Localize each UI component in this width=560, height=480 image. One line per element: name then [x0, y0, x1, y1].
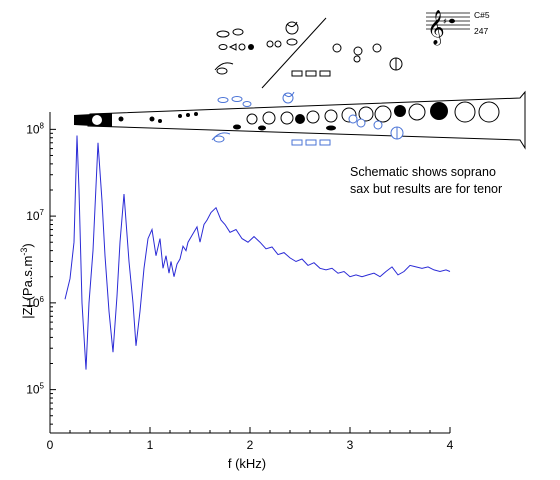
x-tick-label: 2 [247, 438, 254, 452]
tick-labels: 0 1 2 3 4 105 106 107 108 [26, 121, 453, 452]
x-tick-label: 4 [447, 438, 454, 452]
x-tick-label: 3 [347, 438, 354, 452]
y-tick-label: 107 [26, 208, 44, 223]
x-axis-title: f (kHz) [228, 456, 266, 471]
svg-text:♯: ♯ [443, 17, 447, 26]
series-line-impedance [64, 135, 451, 370]
svg-text:𝄞: 𝄞 [427, 10, 445, 46]
y-axis-title: |Z| (Pa.s.m-3) [19, 243, 35, 318]
y-tick-label: 108 [26, 121, 44, 136]
fingering-code-label: 247 [474, 26, 488, 36]
annotation-line-2: sax but results are for tenor [350, 182, 502, 196]
x-tick-label: 1 [147, 438, 154, 452]
saxophone-schematic: 𝄞 ♯ [74, 10, 526, 150]
annotation-line-1: Schematic shows soprano [350, 165, 496, 179]
x-tick-label: 0 [47, 438, 54, 452]
y-tick-label: 105 [26, 382, 44, 397]
note-name-label: C#5 [474, 10, 490, 20]
axes [49, 112, 451, 434]
note-staff: 𝄞 ♯ [426, 10, 470, 46]
y-tick-label: 106 [26, 295, 44, 310]
